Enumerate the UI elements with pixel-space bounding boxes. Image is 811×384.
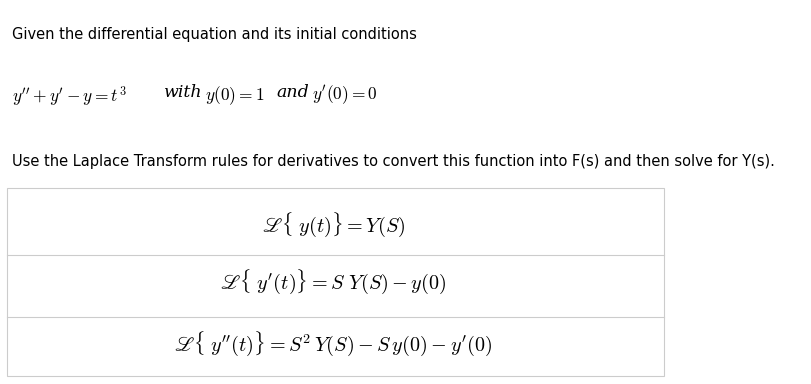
- Text: $y(0) = 1$: $y(0) = 1$: [205, 84, 264, 107]
- Text: and: and: [277, 84, 309, 101]
- Text: $\mathscr{L}\{\ y''(t)\} = S^2\, Y(S) - S\, y(0) - y'(0)$: $\mathscr{L}\{\ y''(t)\} = S^2\, Y(S) - …: [174, 329, 492, 358]
- Bar: [6, 188, 663, 376]
- Text: with: with: [163, 84, 202, 101]
- Text: $\mathscr{L}\{\ y'(t)\} = S\ Y(S) - y(0)$: $\mathscr{L}\{\ y'(t)\} = S\ Y(S) - y(0)…: [220, 268, 446, 296]
- Text: $\mathscr{L}\{\ y(t)\} = Y(S)$: $\mathscr{L}\{\ y(t)\} = Y(S)$: [261, 210, 405, 239]
- Text: $y'(0) = 0$: $y'(0) = 0$: [311, 84, 377, 108]
- Text: Given the differential equation and its initial conditions: Given the differential equation and its …: [12, 27, 416, 42]
- Text: $y'' + y' - y = t^3$: $y'' + y' - y = t^3$: [12, 84, 127, 109]
- Text: Use the Laplace Transform rules for derivatives to convert this function into F(: Use the Laplace Transform rules for deri…: [12, 154, 774, 169]
